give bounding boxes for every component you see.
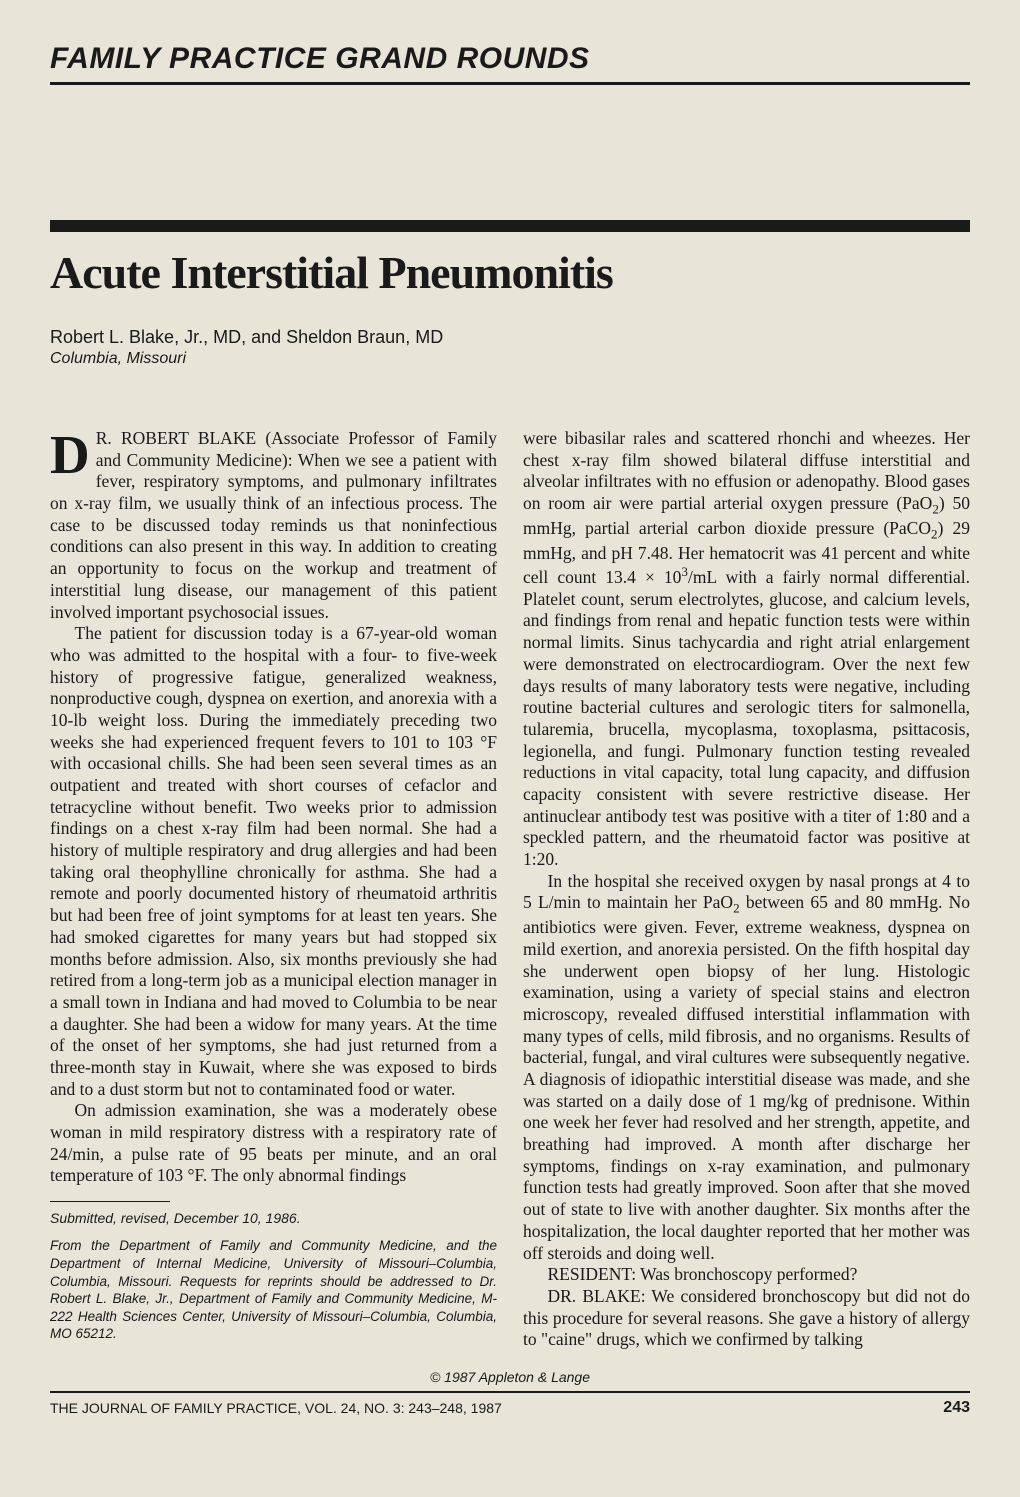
- title-rule: Acute Interstitial Pneumonitis: [50, 220, 970, 299]
- paragraph-3: On admission examination, she was a mode…: [50, 1100, 497, 1187]
- page-footer: THE JOURNAL OF FAMILY PRACTICE, VOL. 24,…: [50, 1391, 970, 1417]
- department-note: From the Department of Family and Commun…: [50, 1237, 497, 1342]
- footnote-rule: [50, 1201, 170, 1202]
- page-number: 243: [943, 1399, 970, 1417]
- paragraph-6: RESIDENT: Was bronchoscopy performed?: [523, 1264, 970, 1286]
- paragraph-5: In the hospital she received oxygen by n…: [523, 871, 970, 1264]
- article-title: Acute Interstitial Pneumonitis: [50, 246, 970, 299]
- p4d: /mL with a fairly normal differential. P…: [523, 567, 970, 869]
- p4a: were bibasilar rales and scattered rhonc…: [523, 428, 970, 513]
- authors: Robert L. Blake, Jr., MD, and Sheldon Br…: [50, 327, 970, 348]
- paragraph-2: The patient for discussion today is a 67…: [50, 623, 497, 1100]
- affiliation: Columbia, Missouri: [50, 350, 970, 368]
- paragraph-1: DR. ROBERT BLAKE (Associate Professor of…: [50, 428, 497, 623]
- paragraph-7: DR. BLAKE: We considered bronchoscopy bu…: [523, 1286, 970, 1351]
- submitted-note: Submitted, revised, December 10, 1986.: [50, 1210, 497, 1227]
- series-header: FAMILY PRACTICE GRAND ROUNDS: [50, 42, 970, 85]
- journal-citation: THE JOURNAL OF FAMILY PRACTICE, VOL. 24,…: [50, 1400, 502, 1416]
- body-columns: DR. ROBERT BLAKE (Associate Professor of…: [50, 428, 970, 1351]
- p1-text: R. ROBERT BLAKE (Associate Professor of …: [50, 428, 497, 622]
- drop-cap: D: [50, 428, 96, 477]
- copyright-line: © 1987 Appleton & Lange: [50, 1369, 970, 1385]
- paragraph-4: were bibasilar rales and scattered rhonc…: [523, 428, 970, 871]
- p5b: between 65 and 80 mmHg. No antibiotics w…: [523, 892, 970, 1262]
